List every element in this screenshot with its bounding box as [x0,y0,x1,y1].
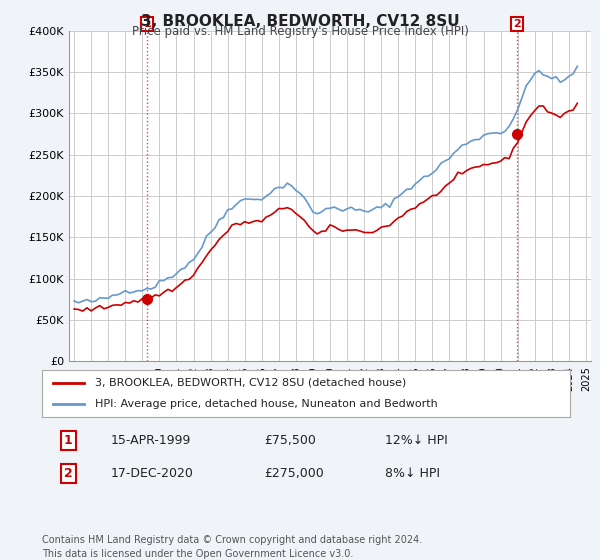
Text: 15-APR-1999: 15-APR-1999 [110,434,191,447]
Text: 8%↓ HPI: 8%↓ HPI [385,466,440,480]
Text: HPI: Average price, detached house, Nuneaton and Bedworth: HPI: Average price, detached house, Nune… [95,399,437,409]
Text: 3, BROOKLEA, BEDWORTH, CV12 8SU (detached house): 3, BROOKLEA, BEDWORTH, CV12 8SU (detache… [95,378,406,388]
Text: 12%↓ HPI: 12%↓ HPI [385,434,448,447]
Text: 2: 2 [64,466,73,480]
Text: 1: 1 [143,19,151,29]
Text: Price paid vs. HM Land Registry's House Price Index (HPI): Price paid vs. HM Land Registry's House … [131,25,469,38]
Text: 17-DEC-2020: 17-DEC-2020 [110,466,194,480]
Text: £275,000: £275,000 [264,466,323,480]
Text: £75,500: £75,500 [264,434,316,447]
Text: 1: 1 [64,434,73,447]
Text: 3, BROOKLEA, BEDWORTH, CV12 8SU: 3, BROOKLEA, BEDWORTH, CV12 8SU [140,14,460,29]
Text: Contains HM Land Registry data © Crown copyright and database right 2024.
This d: Contains HM Land Registry data © Crown c… [42,535,422,559]
Text: 2: 2 [513,19,521,29]
